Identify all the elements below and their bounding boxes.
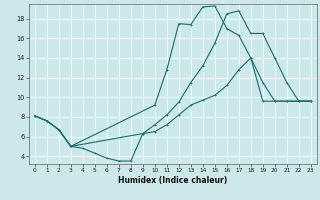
X-axis label: Humidex (Indice chaleur): Humidex (Indice chaleur) [118, 176, 228, 185]
